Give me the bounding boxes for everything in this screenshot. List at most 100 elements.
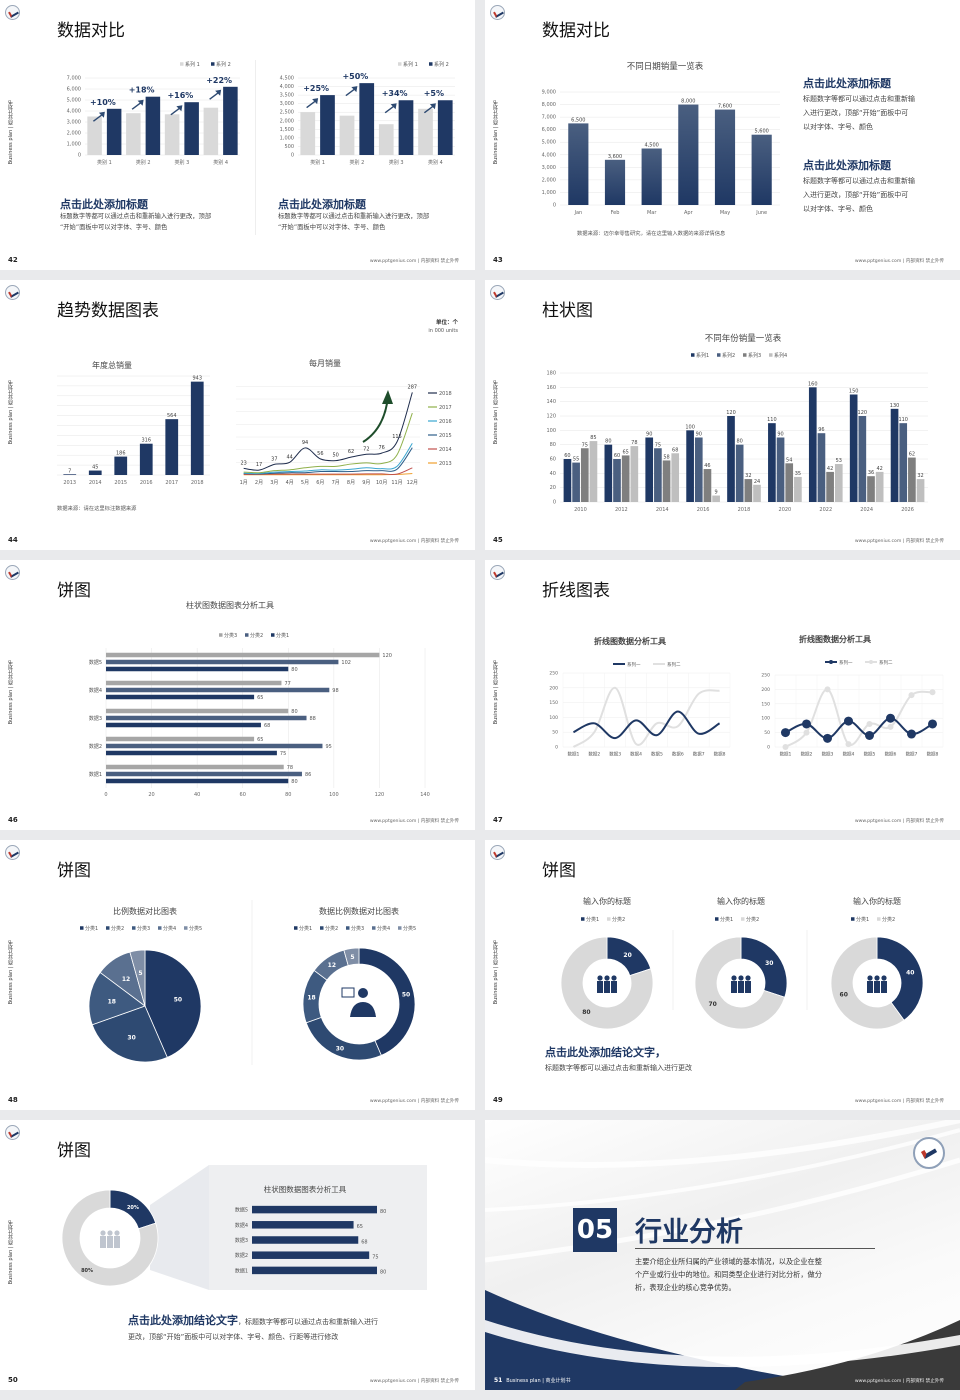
y-tick-label: 2,000 <box>67 131 81 137</box>
series-line <box>243 443 413 475</box>
slide-45[interactable]: 0 20 40 60 80 100 120 140 160 180 60 55 75 85 2010 80 60… <box>485 280 960 550</box>
page-number: 44 <box>8 536 18 544</box>
slide-43[interactable]: 0 1,000 2,000 3,000 4,000 5,000 6,000 7,000 8,00… <box>485 0 960 270</box>
data-label: 65 <box>257 695 263 701</box>
growth-label: +10% <box>90 98 116 107</box>
footer-text: www.pptgenius.com | 内部资料 禁止外传 <box>369 1099 459 1104</box>
bar <box>252 1251 370 1259</box>
y-tick-label: 100 <box>761 716 770 722</box>
legend-swatch <box>294 926 298 930</box>
x-tick-label: 2016 <box>140 480 153 486</box>
legend-swatch <box>429 62 433 66</box>
slide-42[interactable]: 0 1,000 2,000 3,000 4,000 5,000 6,000 7,000 +10%… <box>0 0 475 270</box>
legend-label: 分类2 <box>325 925 338 932</box>
footer-text: www.pptgenius.com | 内部资料 禁止外传 <box>854 259 944 264</box>
bar <box>753 484 761 502</box>
data-label: 120 <box>858 410 868 416</box>
data-label: 65 <box>622 449 628 455</box>
data-label: 85 <box>590 435 596 441</box>
page-number: 49 <box>493 1096 503 1104</box>
data-point <box>907 729 916 739</box>
x-tick-label: 类别 1 <box>97 159 112 166</box>
slide-44[interactable]: 7 2013 45 2014 186 2015 316 2016 564 2017 943 2018 年… <box>0 280 475 550</box>
person-body-icon <box>874 981 880 993</box>
data-label: 42 <box>876 466 882 472</box>
bar <box>604 159 626 205</box>
y-tick-label: 7,000 <box>542 115 556 121</box>
category-label: 数据2 <box>89 743 102 750</box>
y-tick-label: 8,000 <box>542 102 556 108</box>
data-label: 5,600 <box>755 129 769 135</box>
data-label: 56 <box>317 451 323 457</box>
legend-label: 2013 <box>439 461 452 467</box>
slide-title: 饼图 <box>57 861 91 881</box>
chart-title: 折线图数据分析工具 <box>594 636 666 646</box>
slide-47[interactable]: 0 50 100 150 200 250 数据1 数据2 数据3 数据4 数据5 数据6 数据7 数据8 系… <box>485 560 960 830</box>
block-heading: 点击此处添加标题 <box>803 77 891 90</box>
x-tick-label: 2016 <box>697 507 710 513</box>
x-tick-label: 类别 3 <box>174 159 189 166</box>
bar <box>834 464 843 502</box>
white-swoosh <box>485 1320 960 1368</box>
legend-label: 系列一 <box>627 661 641 668</box>
series-line <box>243 467 413 476</box>
pie-slice <box>560 936 654 1030</box>
growth-arrow-icon <box>384 103 397 114</box>
text-line: “开始”面板中可以对字体、字号、颜色 <box>278 224 386 231</box>
data-label: 44 <box>286 454 292 460</box>
series-line <box>572 686 720 748</box>
slide-48[interactable]: 50 30 18 12 5 分类1 分类2 分类3 分类4 分类5 比例数据对比图表 50 30 18 12… <box>0 840 475 1110</box>
side-label: Business plan | 商业计划书 <box>8 100 14 165</box>
pie-slice <box>343 947 360 966</box>
slice-label: 12 <box>122 976 130 983</box>
bar <box>735 444 744 502</box>
data-point <box>845 741 852 748</box>
data-label: 186 <box>116 451 126 457</box>
growth-arrow-icon <box>423 103 436 114</box>
x-tick-label: 数据7 <box>693 751 705 758</box>
slide-49[interactable]: 20 80 分类1 分类2 输入你的标题 30 70 分类1 分类2 输入你的标题 40 60 分类1 分… <box>485 840 960 1110</box>
person-body-icon <box>350 1002 376 1017</box>
data-label: 564 <box>167 413 177 419</box>
x-tick-label: 11月 <box>391 480 402 486</box>
legend-marker <box>869 660 873 664</box>
charts-layer: 0 20 40 60 80 100 120 140 数据1 78 86 80 数据2 65 95 75 数据3 8… <box>89 600 430 798</box>
y-tick-label: 40 <box>550 471 556 477</box>
bar <box>654 448 662 502</box>
slice-label: 40 <box>906 970 914 977</box>
bar <box>106 680 282 686</box>
x-tick-label: 6月 <box>316 480 324 486</box>
footer-text: www.pptgenius.com | 内部资料 禁止外传 <box>854 539 944 544</box>
person-body-icon <box>597 981 603 993</box>
data-label: 80 <box>736 439 742 445</box>
person-head-icon <box>114 1230 120 1236</box>
legend-label: 分类3 <box>137 925 150 932</box>
y-tick-label: 3,000 <box>542 165 556 171</box>
legend-swatch <box>691 353 695 357</box>
category-label: 数据5 <box>89 659 102 666</box>
person-head-icon <box>745 975 751 981</box>
slice-label: 18 <box>108 998 116 1005</box>
legend-label: 2015 <box>439 433 452 439</box>
pie-slice <box>129 949 146 1007</box>
side-label: Business plan | 商业计划书 <box>8 1220 14 1285</box>
growth-label: +34% <box>382 89 408 98</box>
legend-label: 2017 <box>439 405 452 411</box>
chart-title: 数据比例数据对比图表 <box>319 906 399 916</box>
x-tick-label: 数据2 <box>588 751 600 758</box>
bar <box>694 437 703 502</box>
charts-layer: 0 50 100 150 200 250 数据1 数据2 数据3 数据4 数据5 数据6 数据7 数据8 系… <box>549 634 944 758</box>
x-tick-label: 2026 <box>901 507 914 513</box>
data-label: 50 <box>332 453 338 459</box>
legend-label: 分类5 <box>189 925 202 932</box>
bar <box>139 443 153 475</box>
slide-46[interactable]: 0 20 40 60 80 100 120 140 数据1 78 86 80 数据2 65 95 75 数据3 8… <box>0 560 475 830</box>
slide-50[interactable]: 20% 80% 数据1 80 数据2 75 数据3 68 数据4 65 数据5 80 柱状图数据图表分析… <box>0 1120 475 1390</box>
growth-arrow-icon <box>345 86 358 97</box>
y-tick-label: 0 <box>767 745 770 751</box>
legend-label: 分类1 <box>299 925 312 932</box>
x-tick-label: 数据4 <box>630 751 642 758</box>
section-description: 主要介绍企业所归属的产业领域的基本情况，以及企业在整 个产业或行业中的地位。和同类… <box>635 1255 822 1294</box>
bar <box>164 114 180 155</box>
slide-51-section-cover[interactable]: 05 行业分析 主要介绍企业所归属的产业领域的基本情况，以及企业在整 个产业或行业… <box>485 1120 960 1390</box>
